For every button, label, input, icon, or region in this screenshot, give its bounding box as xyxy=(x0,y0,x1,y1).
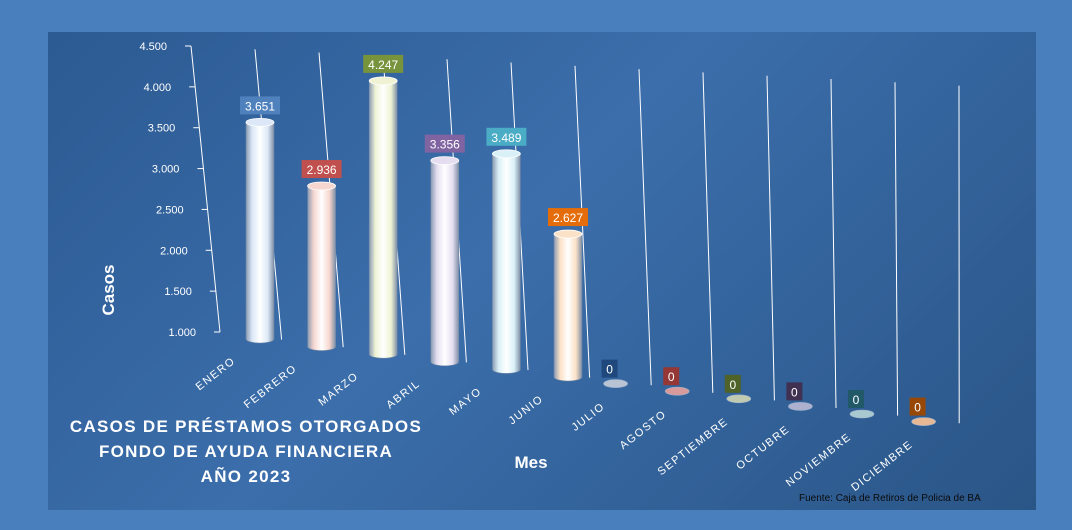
y-axis-title: Casos xyxy=(99,264,118,315)
data-label-box xyxy=(548,208,588,227)
bar-marzo xyxy=(368,80,398,359)
bar-top xyxy=(307,181,337,191)
data-label: 0 xyxy=(668,370,675,384)
bar-octubre xyxy=(788,402,813,411)
bar-enero xyxy=(245,122,275,344)
x-tick-label: JUNIO xyxy=(507,393,546,427)
gridline xyxy=(894,82,899,416)
gridline xyxy=(702,72,714,393)
x-tick-label: FEBRERO xyxy=(242,363,300,412)
data-label-box xyxy=(909,397,926,416)
x-tick-label: MAYO xyxy=(447,385,484,418)
bar-top xyxy=(430,156,460,165)
data-label-box xyxy=(786,382,803,401)
y-tick-label: 2.500 xyxy=(156,204,184,216)
data-label-box xyxy=(363,54,404,73)
data-label-box xyxy=(301,160,342,179)
chart-title-line-3: AÑO 2023 xyxy=(201,466,292,486)
y-tick-label: 1.500 xyxy=(164,286,192,298)
bar-diciembre xyxy=(911,417,936,426)
x-tick-label: MARZO xyxy=(316,370,361,409)
bar-abril xyxy=(430,160,460,367)
chart-title-line-1: CASOS DE PRÉSTAMOS OTORGADOS xyxy=(70,417,422,436)
data-label-box xyxy=(601,359,618,378)
bar-julio xyxy=(603,379,628,388)
bar-febrero xyxy=(307,185,336,351)
source-note: Fuente: Caja de Retiros de Policia de BA xyxy=(799,493,981,504)
chart-panel: 1.000 1.500 2.000 2.500 3.000 3.500 4.000 4.500… xyxy=(48,32,1036,510)
y-tick-label: 3.500 xyxy=(148,123,176,135)
data-label: 3.489 xyxy=(491,131,521,145)
y-tick-label: 4.500 xyxy=(139,41,167,53)
bar-junio xyxy=(553,233,583,382)
data-labels: 3.651 2.936 4.247 3.356 3.489 2.627 0 0 0 0 0 0 xyxy=(240,54,926,416)
data-label-box xyxy=(724,374,741,393)
bar-top xyxy=(491,149,521,159)
y-axis: 1.000 1.500 2.000 2.500 3.000 3.500 4.000 4.500 xyxy=(139,41,220,339)
bars xyxy=(245,76,936,426)
data-label: 0 xyxy=(853,393,860,407)
data-label: 4.247 xyxy=(368,58,398,72)
y-tick-label: 1.000 xyxy=(168,327,196,339)
x-tick-label: AGOSTO xyxy=(618,408,669,452)
bar-top xyxy=(245,117,275,127)
data-label: 0 xyxy=(729,378,736,392)
data-label: 2.936 xyxy=(307,163,337,177)
y-tick-label: 2.000 xyxy=(160,245,188,257)
data-label-box xyxy=(240,96,280,115)
bar-mayo xyxy=(492,153,521,374)
x-tick-label: ABRIL xyxy=(384,378,422,412)
x-tick-label: DICIEMBRE xyxy=(849,439,915,494)
bar-top xyxy=(553,229,583,239)
bar-noviembre xyxy=(849,409,875,419)
data-label: 0 xyxy=(791,385,798,399)
x-axis-title: Mes xyxy=(514,453,547,472)
gridline xyxy=(830,78,837,409)
x-tick-label: OCTUBRE xyxy=(734,423,792,472)
data-label-box xyxy=(663,367,680,386)
data-label: 0 xyxy=(914,401,921,415)
x-tick-label: ENERO xyxy=(194,355,238,393)
data-label-box xyxy=(848,390,864,408)
data-label: 3.356 xyxy=(430,138,460,152)
x-tick-label: JULIO xyxy=(570,401,608,434)
data-label: 2.627 xyxy=(553,211,583,225)
bar-agosto xyxy=(664,386,690,396)
y-tick-label: 4.000 xyxy=(144,82,172,94)
x-tick-label: NOVIEMBRE xyxy=(784,431,854,489)
gridline xyxy=(190,45,221,333)
y-tick-label: 3.000 xyxy=(152,164,180,176)
data-label-box xyxy=(486,127,527,146)
gridline xyxy=(638,69,652,386)
bar-septiembre xyxy=(726,394,752,404)
bar-top xyxy=(368,76,398,86)
data-label: 0 xyxy=(606,363,613,377)
gridline xyxy=(766,75,775,401)
x-tick-label: SEPTIEMBRE xyxy=(656,416,731,478)
loan-cases-chart: 1.000 1.500 2.000 2.500 3.000 3.500 4.000 4.500… xyxy=(70,41,981,504)
chart-title-line-2: FONDO DE AYUDA FINANCIERA xyxy=(99,442,393,461)
data-label: 3.651 xyxy=(245,99,275,113)
data-label-box xyxy=(424,134,465,153)
